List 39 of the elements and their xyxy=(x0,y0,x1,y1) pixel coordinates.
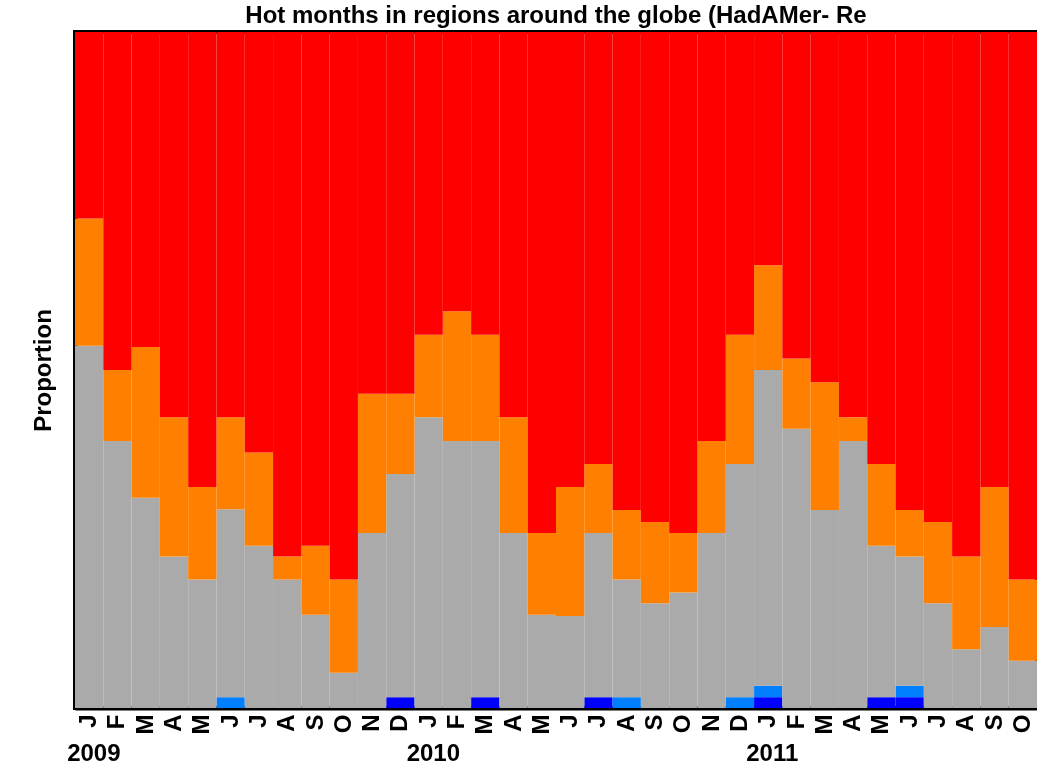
x-tick-label: D xyxy=(724,714,752,732)
x-tick-label: A xyxy=(498,714,526,732)
text: 2010 xyxy=(406,739,461,764)
x-tick-label: M xyxy=(187,714,215,735)
x-tick-label: J xyxy=(894,714,922,728)
x-tick-label: M xyxy=(526,714,554,735)
x-tick-label: J xyxy=(583,714,611,728)
x-tick-label: D xyxy=(385,714,413,732)
x-tick-label: M xyxy=(866,714,894,735)
x-tick-label: J xyxy=(555,714,583,728)
x-tick-label: J xyxy=(413,714,441,728)
x-tick-label: N xyxy=(696,714,724,732)
x-tick-label: J xyxy=(922,714,950,728)
x-tick-label: J xyxy=(74,714,102,728)
x-tick-label: F xyxy=(441,714,469,730)
x-tick-label: M xyxy=(130,714,158,735)
x-tick-label: A xyxy=(951,714,979,732)
x-tick-label: M xyxy=(470,714,498,735)
x-tick-label: O xyxy=(1007,714,1035,734)
y-axis-title: Proportion xyxy=(28,309,56,432)
text: 2009 xyxy=(67,739,121,764)
chart-title: Hot months in regions around the globe (HadAMer- Re xyxy=(245,1,867,28)
x-tick-label: A xyxy=(838,714,866,732)
x-tick-label: S xyxy=(300,714,328,731)
x-tick-label: F xyxy=(781,714,809,730)
x-tick-label: S xyxy=(979,714,1007,731)
x-tick-label: O xyxy=(668,714,696,734)
x-tick-label: J xyxy=(215,714,243,728)
x-tick-label: N xyxy=(357,714,385,732)
x-tick-label: F xyxy=(102,714,130,730)
x-tick-label: A xyxy=(159,714,187,732)
x-tick-label: J xyxy=(753,714,781,728)
x-tick-label: J xyxy=(243,714,271,728)
text: 2011 xyxy=(746,739,799,764)
x-tick-label: S xyxy=(640,714,668,731)
x-tick-label: A xyxy=(272,714,300,732)
x-tick-label: M xyxy=(809,714,837,735)
x-tick-label: O xyxy=(328,714,356,734)
x-tick-label: A xyxy=(611,714,639,732)
